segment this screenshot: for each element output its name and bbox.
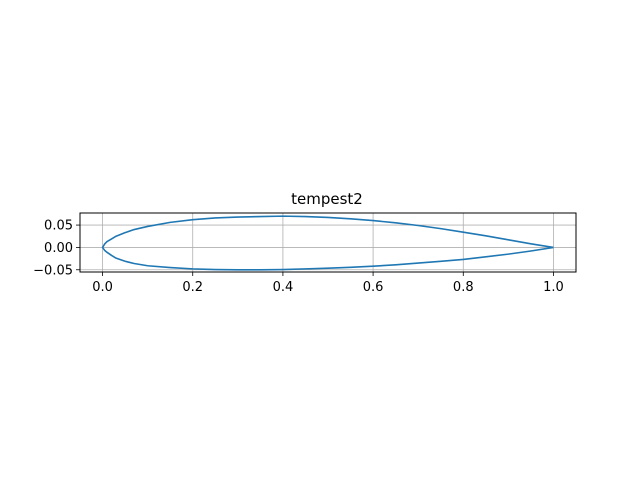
y-tick-label: −0.05 (33, 263, 73, 278)
airfoil-series-line (101, 215, 554, 271)
chart-title: tempest2 (291, 190, 363, 208)
axes-frame (79, 212, 577, 273)
x-tick-label: 1.0 (543, 280, 564, 295)
x-tick-label: 0.2 (182, 280, 203, 295)
x-tick-label: 0.4 (273, 280, 294, 295)
y-tick-label: 0.00 (44, 241, 73, 256)
x-tick-label: 0.8 (453, 280, 474, 295)
grid-layer (80, 213, 576, 272)
tick-layer: 0.0 0.2 0.4 0.6 0.8 1.0 0.05 0.00 −0.05 (33, 219, 564, 295)
y-tick-label: 0.05 (44, 219, 73, 234)
x-tick-label: 0.6 (363, 280, 384, 295)
line-layer (101, 215, 554, 271)
x-tick-label: 0.0 (92, 280, 113, 295)
